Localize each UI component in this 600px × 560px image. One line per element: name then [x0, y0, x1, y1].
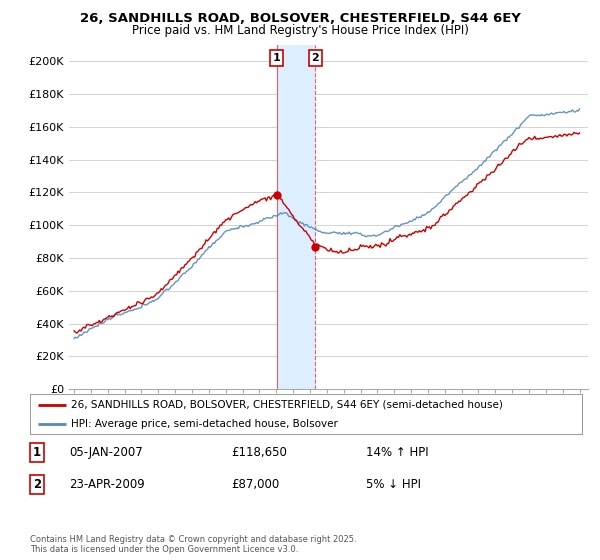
Text: 14% ↑ HPI: 14% ↑ HPI — [366, 446, 428, 459]
Text: Contains HM Land Registry data © Crown copyright and database right 2025.
This d: Contains HM Land Registry data © Crown c… — [30, 535, 356, 554]
Text: 2: 2 — [311, 53, 319, 63]
Text: 2: 2 — [33, 478, 41, 491]
Text: 26, SANDHILLS ROAD, BOLSOVER, CHESTERFIELD, S44 6EY (semi-detached house): 26, SANDHILLS ROAD, BOLSOVER, CHESTERFIE… — [71, 400, 503, 410]
Text: 05-JAN-2007: 05-JAN-2007 — [69, 446, 143, 459]
Text: 5% ↓ HPI: 5% ↓ HPI — [366, 478, 421, 491]
Text: £87,000: £87,000 — [231, 478, 279, 491]
Text: 23-APR-2009: 23-APR-2009 — [69, 478, 145, 491]
Text: HPI: Average price, semi-detached house, Bolsover: HPI: Average price, semi-detached house,… — [71, 419, 338, 429]
Bar — [277, 45, 316, 389]
Text: Price paid vs. HM Land Registry's House Price Index (HPI): Price paid vs. HM Land Registry's House … — [131, 24, 469, 36]
Text: 26, SANDHILLS ROAD, BOLSOVER, CHESTERFIELD, S44 6EY: 26, SANDHILLS ROAD, BOLSOVER, CHESTERFIE… — [80, 12, 520, 25]
Text: 1: 1 — [273, 53, 280, 63]
Text: 1: 1 — [33, 446, 41, 459]
Text: £118,650: £118,650 — [231, 446, 287, 459]
